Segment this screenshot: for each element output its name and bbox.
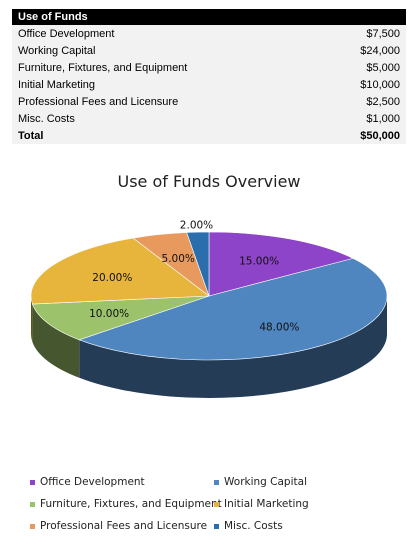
table-header-blank (317, 9, 406, 25)
pie-slice-0 (208, 231, 354, 297)
row-label: Misc. Costs (12, 110, 318, 127)
use-of-funds-table: Use of Funds Office Development $7,500 W… (12, 9, 406, 144)
row-amount: $7,500 (317, 25, 406, 42)
row-amount: $24,000 (317, 42, 406, 59)
table-row: Misc. Costs $1,000 (12, 110, 406, 127)
pie-slice-side-1 (79, 296, 387, 399)
table-total-row: Total $50,000 (12, 127, 406, 144)
pie-data-label: 48.00% (259, 322, 299, 334)
legend-item: Office Development (30, 476, 145, 488)
pie-data-label: 5.00% (162, 253, 195, 265)
total-label: Total (12, 127, 318, 144)
pie-data-label: 2.00% (180, 219, 213, 231)
table-row: Furniture, Fixtures, and Equipment $5,00… (12, 59, 406, 76)
legend-label: Misc. Costs (224, 520, 283, 532)
table-row: Professional Fees and Licensure $2,500 (12, 93, 406, 110)
legend-label: Working Capital (224, 476, 307, 488)
pie-chart: 15.00% 48.00% 10.00% 20.00% 5.00% 2.00% (30, 219, 388, 399)
pie-slice-side-2 (32, 304, 80, 378)
legend-label: Furniture, Fixtures, and Equipment (40, 498, 222, 510)
pie-slice-5 (186, 231, 210, 297)
row-amount: $1,000 (317, 110, 406, 127)
row-label: Working Capital (12, 42, 318, 59)
pie-slice-3 (30, 237, 210, 305)
row-amount: $10,000 (317, 76, 406, 93)
legend-item: Furniture, Fixtures, and Equipment (30, 498, 222, 510)
legend-label: Office Development (40, 476, 145, 488)
pie-slice-side-3 (31, 296, 33, 343)
row-label: Furniture, Fixtures, and Equipment (12, 59, 318, 76)
table-header: Use of Funds (12, 9, 318, 25)
legend-swatch (214, 501, 219, 507)
row-label: Office Development (12, 25, 318, 42)
legend-swatch (30, 479, 35, 485)
legend-item: Initial Marketing (214, 498, 309, 510)
legend-swatch (214, 479, 219, 485)
row-amount: $2,500 (317, 93, 406, 110)
table-row: Office Development $7,500 (12, 25, 406, 42)
row-label: Initial Marketing (12, 76, 318, 93)
legend-label: Professional Fees and Licensure (40, 520, 208, 532)
legend-swatch (214, 523, 219, 529)
pie-data-label: 10.00% (89, 308, 129, 320)
legend-item: Misc. Costs (214, 520, 283, 532)
legend-label: Initial Marketing (224, 498, 309, 510)
pie-data-label: 20.00% (92, 272, 132, 284)
row-amount: $5,000 (317, 59, 406, 76)
legend-swatch (30, 523, 35, 529)
legend-item: Professional Fees and Licensure (30, 520, 207, 532)
table-row: Working Capital $24,000 (12, 42, 406, 59)
row-label: Professional Fees and Licensure (12, 93, 318, 110)
pie-data-label: 15.00% (239, 256, 279, 268)
table-header-row: Use of Funds (12, 9, 406, 25)
chart-title: Use of Funds Overview (117, 172, 301, 191)
table-row: Initial Marketing $10,000 (12, 76, 406, 93)
pie-slice-2 (31, 295, 210, 341)
pie-slice-1 (78, 258, 388, 361)
legend-item: Working Capital (214, 476, 307, 488)
legend-swatch (30, 501, 35, 507)
total-amount: $50,000 (317, 127, 406, 144)
